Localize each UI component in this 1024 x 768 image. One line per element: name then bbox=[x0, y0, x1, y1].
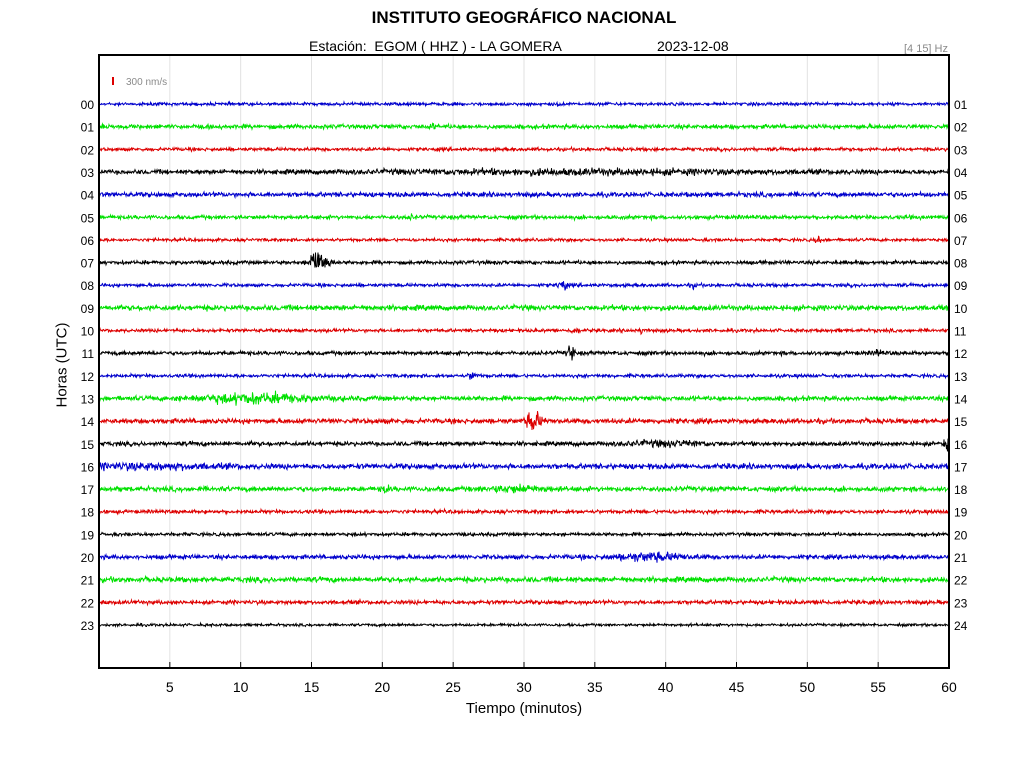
x-tick-label: 5 bbox=[166, 679, 174, 695]
trace-hour-19 bbox=[98, 530, 950, 539]
trace-hour-23 bbox=[98, 621, 950, 629]
hour-label-left: 23 bbox=[81, 619, 95, 633]
hour-label-left: 22 bbox=[81, 596, 95, 610]
hour-label-right: 06 bbox=[954, 211, 968, 225]
x-tick-label: 20 bbox=[375, 679, 391, 695]
trace-hour-04 bbox=[98, 190, 950, 200]
x-tick-label: 40 bbox=[658, 679, 674, 695]
x-tick-label: 45 bbox=[729, 679, 745, 695]
hour-label-right: 13 bbox=[954, 370, 968, 384]
date-label: 2023-12-08 bbox=[657, 38, 729, 54]
trace-hour-06 bbox=[98, 235, 950, 244]
hour-label-left: 16 bbox=[81, 460, 95, 474]
trace-hour-09 bbox=[98, 302, 950, 313]
hour-label-left: 01 bbox=[81, 121, 95, 135]
trace-hour-07 bbox=[98, 252, 950, 268]
hour-label-right: 10 bbox=[954, 302, 968, 316]
trace-hour-03 bbox=[98, 166, 950, 177]
hour-label-left: 13 bbox=[81, 392, 95, 406]
hour-label-left: 06 bbox=[81, 234, 95, 248]
hour-label-right: 09 bbox=[954, 279, 968, 293]
hour-label-left: 15 bbox=[81, 438, 95, 452]
x-tick-label: 60 bbox=[941, 679, 957, 695]
trace-hour-01 bbox=[98, 122, 950, 132]
x-tick-label: 35 bbox=[587, 679, 603, 695]
hour-label-right: 17 bbox=[954, 460, 968, 474]
hour-label-right: 19 bbox=[954, 506, 968, 520]
x-tick-label: 50 bbox=[800, 679, 816, 695]
hour-label-left: 09 bbox=[81, 302, 95, 316]
x-tick-label: 10 bbox=[233, 679, 249, 695]
hour-label-right: 08 bbox=[954, 257, 968, 271]
hour-label-left: 00 bbox=[81, 98, 95, 112]
hour-label-right: 22 bbox=[954, 574, 968, 588]
vertical-grid bbox=[169, 56, 879, 668]
trace-hour-05 bbox=[98, 213, 950, 222]
hour-label-right: 01 bbox=[954, 98, 968, 112]
x-tick-label: 30 bbox=[516, 679, 532, 695]
x-axis-label: Tiempo (minutos) bbox=[465, 700, 583, 717]
hour-label-right: 20 bbox=[954, 528, 968, 542]
trace-hour-08 bbox=[98, 281, 950, 291]
filter-band-label: [4 15] Hz bbox=[903, 43, 948, 55]
hour-label-right: 05 bbox=[954, 189, 968, 203]
left-hour-labels: 00 01 02 03 04 05 06 07 08 09 10 11 12 13 14 15 16 17 18 19… bbox=[81, 98, 95, 633]
hour-label-left: 02 bbox=[81, 143, 95, 157]
hour-label-left: 18 bbox=[81, 506, 95, 520]
hour-label-right: 21 bbox=[954, 551, 968, 565]
scale-label: 300 nm/s bbox=[126, 77, 167, 88]
hour-label-right: 03 bbox=[954, 143, 968, 157]
trace-hour-21 bbox=[98, 574, 950, 585]
hour-label-left: 04 bbox=[81, 189, 95, 203]
hour-label-left: 07 bbox=[81, 257, 95, 271]
trace-hour-17 bbox=[98, 483, 950, 495]
trace-hour-10 bbox=[98, 326, 950, 336]
seismic-traces bbox=[98, 100, 950, 629]
hour-label-right: 16 bbox=[954, 438, 968, 452]
hour-label-left: 10 bbox=[81, 325, 95, 339]
hour-label-right: 23 bbox=[954, 596, 968, 610]
scale-bar bbox=[112, 77, 114, 85]
page-title: INSTITUTO GEOGRÁFICO NACIONAL bbox=[371, 8, 677, 27]
hour-label-left: 21 bbox=[81, 574, 95, 588]
right-hour-labels: 01 02 03 04 05 06 07 08 09 10 11 12 13 14 15 16 17 18 19 20… bbox=[954, 98, 968, 633]
trace-hour-02 bbox=[98, 145, 950, 154]
trace-hour-00 bbox=[98, 100, 950, 108]
x-tick-label: 25 bbox=[445, 679, 461, 695]
hour-label-right: 04 bbox=[954, 166, 968, 180]
hour-label-right: 07 bbox=[954, 234, 968, 248]
hour-label-left: 19 bbox=[81, 528, 95, 542]
hour-label-left: 14 bbox=[81, 415, 95, 429]
y-axis-label: Horas (UTC) bbox=[53, 322, 71, 408]
trace-hour-13 bbox=[98, 390, 950, 406]
hour-label-right: 11 bbox=[954, 325, 967, 339]
station-label: Estación: EGOM ( HHZ ) - LA GOMERA bbox=[309, 38, 562, 54]
trace-hour-18 bbox=[98, 507, 950, 516]
trace-hour-11 bbox=[98, 345, 950, 361]
hour-label-right: 24 bbox=[954, 619, 968, 633]
trace-hour-22 bbox=[98, 597, 950, 607]
trace-hour-14 bbox=[98, 411, 950, 431]
hour-label-right: 15 bbox=[954, 415, 968, 429]
hour-label-left: 17 bbox=[81, 483, 95, 497]
hour-label-left: 08 bbox=[81, 279, 95, 293]
hour-label-right: 14 bbox=[954, 392, 968, 406]
hour-label-right: 18 bbox=[954, 483, 968, 497]
hour-label-left: 05 bbox=[81, 211, 95, 225]
hour-label-left: 12 bbox=[81, 370, 95, 384]
x-tick-label: 55 bbox=[870, 679, 886, 695]
trace-hour-15 bbox=[98, 438, 950, 452]
hour-label-left: 03 bbox=[81, 166, 95, 180]
trace-hour-12 bbox=[98, 371, 950, 380]
trace-hour-16 bbox=[98, 461, 950, 472]
x-tick-marks: 5 10 15 20 25 30 35 40 45 50 55 60 bbox=[166, 662, 957, 695]
hour-label-right: 02 bbox=[954, 121, 968, 135]
hour-label-left: 11 bbox=[82, 347, 95, 361]
trace-hour-20 bbox=[98, 551, 950, 563]
x-tick-label: 15 bbox=[304, 679, 320, 695]
hour-label-right: 12 bbox=[954, 347, 968, 361]
hour-label-left: 20 bbox=[81, 551, 95, 565]
